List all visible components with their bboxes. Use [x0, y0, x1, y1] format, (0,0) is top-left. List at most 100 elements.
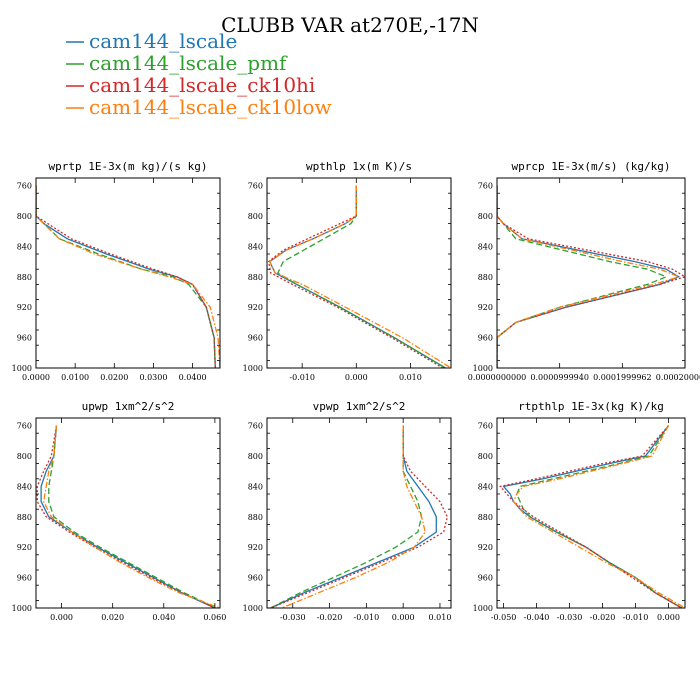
series-line-1 — [268, 185, 446, 368]
x-tick-label: -0.010 — [289, 373, 315, 382]
series-group — [499, 425, 685, 608]
series-group — [36, 425, 220, 608]
x-tick-label: -0.020 — [317, 613, 343, 622]
series-line-3 — [497, 185, 685, 368]
y-tick-label: 880 — [248, 273, 263, 282]
x-tick-label: 0.040 — [152, 613, 175, 622]
series-line-2 — [48, 425, 217, 608]
y-tick-label: 760 — [17, 422, 32, 431]
y-tick-label: 920 — [478, 543, 493, 552]
legend-label-2: cam144_lscale_pmf — [89, 51, 288, 75]
y-tick-label: 960 — [478, 574, 493, 583]
x-tick-label: -0.020 — [590, 613, 616, 622]
y-tick-label: 920 — [248, 303, 263, 312]
x-tick-label: -0.030 — [280, 613, 306, 622]
panel-title: upwp 1xm^2/s^2 — [82, 400, 175, 413]
y-tick-label: 840 — [478, 482, 493, 491]
y-tick-label: 960 — [248, 334, 263, 343]
y-tick-label: 760 — [478, 422, 493, 431]
y-tick-label: 800 — [478, 452, 493, 461]
x-tick-label: 0.0100 — [61, 373, 89, 382]
y-tick-label: 1000 — [473, 364, 493, 373]
y-tick-label: 920 — [17, 543, 32, 552]
y-tick-label: 840 — [478, 242, 493, 251]
series-line-3 — [499, 425, 683, 608]
y-tick-label: 960 — [17, 334, 32, 343]
y-tick-label: 760 — [248, 182, 263, 191]
panels: wprtp 1E-3x(m kg)/(s kg) 760 800 840 880 920 9… — [12, 160, 700, 622]
plot-frame — [35, 417, 221, 609]
x-tick-label: 0.0001999962 — [593, 373, 652, 382]
series-line-2 — [276, 185, 446, 368]
y-tick-label: 800 — [248, 452, 263, 461]
y-tick-label: 880 — [17, 513, 32, 522]
x-tick-label: 0.0000 — [22, 373, 50, 382]
panel-1: wprtp 1E-3x(m kg)/(s kg) 760 800 840 880 920 9… — [12, 160, 221, 382]
y-tick-label: 920 — [17, 303, 32, 312]
plot-frame — [35, 177, 221, 369]
panel-title: wpthlp 1x(m K)/s — [306, 160, 412, 173]
series-line-2 — [270, 425, 423, 608]
y-tick-label: 880 — [17, 273, 32, 282]
x-tick-label: 0.0002000000 — [656, 373, 700, 382]
series-group — [270, 425, 449, 608]
y-tick-label: 1000 — [243, 604, 263, 613]
legend-label-3: cam144_lscale_ck10hi — [89, 73, 315, 97]
x-tick-label: -0.030 — [557, 613, 583, 622]
panel-4: upwp 1xm^2/s^2 760 800 840 880 920 960 1000 0.00… — [12, 400, 227, 622]
series-line-4 — [268, 185, 451, 368]
x-tick-label: 0.000 — [50, 613, 73, 622]
legend-label-1: cam144_lscale — [89, 29, 237, 53]
series-group — [497, 185, 685, 368]
series-line-4 — [36, 185, 220, 368]
y-tick-label: 840 — [17, 242, 32, 251]
x-tick-label: -0.040 — [524, 613, 550, 622]
x-tick-label: 0.0000999940 — [530, 373, 589, 382]
y-tick-label: 960 — [478, 334, 493, 343]
x-tick-label: 0.0300 — [139, 373, 167, 382]
y-tick-label: 800 — [17, 452, 32, 461]
y-tick-label: 880 — [478, 273, 493, 282]
series-line-3 — [36, 185, 216, 368]
x-tick-label: 0.0000000000 — [468, 373, 527, 382]
y-tick-label: 840 — [248, 482, 263, 491]
series-line-1 — [497, 185, 681, 368]
y-tick-label: 760 — [248, 422, 263, 431]
panel-title: vpwp 1xm^2/s^2 — [313, 400, 406, 413]
y-tick-label: 800 — [248, 212, 263, 221]
y-tick-label: 840 — [17, 482, 32, 491]
x-tick-label: 0.010 — [429, 613, 452, 622]
x-tick-label: 0.0400 — [179, 373, 207, 382]
plot-frame — [266, 177, 452, 369]
series-group — [267, 185, 451, 368]
series-line-3 — [267, 185, 444, 368]
y-tick-label: 1000 — [473, 604, 493, 613]
y-tick-label: 840 — [248, 242, 263, 251]
series-line-3 — [36, 425, 216, 608]
series-line-1 — [270, 425, 437, 608]
series-group — [36, 185, 220, 368]
x-tick-label: -0.010 — [354, 613, 380, 622]
legend-label-4: cam144_lscale_ck10low — [89, 95, 332, 119]
panel-5: vpwp 1xm^2/s^2 760 800 840 880 920 960 1000 -0.0… — [243, 400, 452, 622]
x-tick-label: 0.0200 — [100, 373, 128, 382]
y-tick-label: 1000 — [243, 364, 263, 373]
y-tick-label: 1000 — [12, 364, 32, 373]
panel-title: rtpthlp 1E-3x(kg K)/kg — [518, 400, 664, 413]
x-tick-label: -0.050 — [491, 613, 517, 622]
series-line-1 — [36, 185, 216, 368]
y-tick-label: 800 — [478, 212, 493, 221]
figure-title: CLUBB VAR at270E,-17N — [221, 13, 479, 37]
series-line-1 — [40, 425, 216, 608]
panel-3: wprcp 1E-3x(m/s) (kg/kg) 760 800 840 880 920 9… — [468, 160, 700, 382]
x-tick-label: 0.000 — [657, 613, 680, 622]
panel-2: wpthlp 1x(m K)/s 760 800 840 880 920 960 1000 -0… — [243, 160, 452, 382]
series-line-4 — [42, 425, 220, 608]
plot-frame — [496, 417, 686, 609]
series-line-4 — [512, 425, 685, 608]
plot-frame — [266, 417, 452, 609]
x-tick-label: 0.000 — [392, 613, 415, 622]
y-tick-label: 960 — [17, 574, 32, 583]
y-tick-label: 960 — [248, 574, 263, 583]
